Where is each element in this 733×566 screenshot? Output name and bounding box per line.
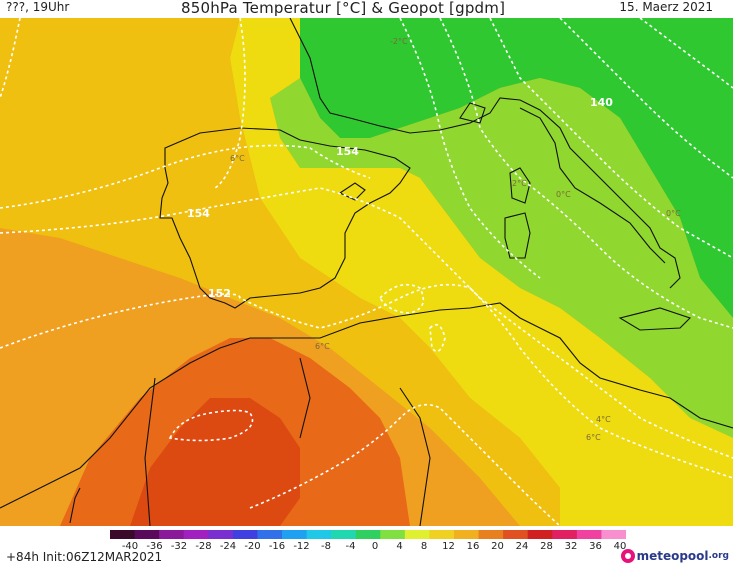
temp-label: 0°C	[556, 190, 571, 199]
init-time-label: +84h Init:06Z12MAR2021	[6, 550, 163, 564]
temp-field-hot	[130, 398, 300, 526]
colorbar-tick-label: -28	[195, 541, 212, 552]
colorbar-tick-label: -40	[121, 541, 139, 552]
colorbar-tick-label: 20	[491, 541, 504, 552]
temp-label: 4°C	[596, 415, 611, 424]
colorbar-tick-label: 28	[540, 541, 553, 552]
contour-label-152: 152	[208, 287, 231, 300]
colorbar-tick-label: 40	[613, 541, 627, 552]
colorbar-tick-label: -20	[244, 541, 261, 552]
colorbar-segment	[159, 530, 185, 539]
colorbar-tick-label: 4	[396, 541, 403, 552]
temp-field-green	[300, 18, 733, 318]
geopotential-contours	[0, 17, 733, 527]
colorbar-tick-label: 16	[466, 541, 480, 552]
colorbar-tick-label: -4	[345, 541, 356, 552]
logo-icon	[620, 549, 635, 563]
colorbar-segment	[355, 530, 381, 539]
colorbar-segment	[380, 530, 406, 539]
colorbar-segment	[183, 530, 209, 539]
temp-label: 0°C	[666, 209, 681, 218]
footer: -40 -36 -32 -28 -24 -20 -16 -12 -8 -4 0 4 8 12 16 20 24 2…	[0, 526, 733, 566]
colorbar-tick-label: -32	[170, 541, 188, 552]
colorbar-segment	[576, 530, 602, 539]
colorbar-tick-label: -24	[219, 541, 237, 552]
colorbar-tick-label: 8	[420, 541, 428, 552]
colorbar-tick-label: 24	[515, 541, 529, 552]
header-bar: ???, 19Uhr 850hPa Temperatur [°C] & Geop…	[0, 0, 733, 18]
contour-label-154-north: 154	[336, 145, 359, 158]
colorbar-segment	[429, 530, 455, 539]
contour-label-154-west: 154	[187, 207, 210, 220]
colorbar-segment	[110, 530, 136, 539]
temp-label: 6°C	[230, 154, 245, 163]
colorbar-segment	[552, 530, 578, 539]
coastlines	[0, 17, 733, 527]
colorbar-segment	[331, 530, 357, 539]
chart-title: 850hPa Temperatur [°C] & Geopot [gpdm]	[181, 0, 506, 17]
colorbar-segment	[257, 530, 283, 539]
colorbar-tick-label: 32	[564, 541, 578, 552]
meteopool-logo: meteopool .org	[620, 548, 729, 564]
temp-label: 6°C	[315, 342, 330, 351]
colorbar-segment	[478, 530, 504, 539]
temperature-map-svg: 154 154 152 140 -2°C 2°C 0°C 0°C 6°C 4°C…	[0, 17, 733, 527]
temp-label: 2°C	[512, 179, 527, 188]
colorbar-tick-label: 36	[589, 541, 602, 552]
date-label: 15. Maerz 2021	[619, 0, 713, 14]
colorbar-ticks: -40 -36 -32 -28 -24 -20 -16 -12 -8 -4 0 4 8 12 16 20 24 2…	[0, 541, 733, 553]
temp-field-gold	[0, 18, 560, 526]
colorbar-segment	[134, 530, 160, 539]
colorbar-segment	[232, 530, 258, 539]
temp-label: -2°C	[390, 37, 408, 46]
colorbar-segment	[404, 530, 430, 539]
logo-name: meteopool	[636, 549, 709, 563]
colorbar-segment	[454, 530, 480, 539]
colorbar-tick-label: -36	[146, 541, 163, 552]
colorbar-tick-label: 0	[371, 541, 379, 552]
temperature-colorbar	[110, 530, 626, 539]
colorbar-tick-label: -8	[321, 541, 331, 552]
colorbar-segment	[601, 530, 626, 539]
colorbar-tick-label: -12	[293, 541, 310, 552]
colorbar-tick-label: 12	[442, 541, 455, 552]
colorbar-tick-label: -16	[268, 541, 286, 552]
colorbar-segment	[282, 530, 308, 539]
colorbar-segment	[503, 530, 529, 539]
colorbar-segment	[208, 530, 234, 539]
temp-field-yellow	[230, 18, 733, 526]
colorbar-segment	[306, 530, 332, 539]
temp-label: 6°C	[586, 433, 601, 442]
weather-map: 154 154 152 140 -2°C 2°C 0°C 0°C 6°C 4°C…	[0, 17, 733, 527]
colorbar-segment	[527, 530, 553, 539]
logo-tld: .org	[708, 551, 729, 561]
contour-label-140: 140	[590, 96, 613, 109]
valid-time-label: ???, 19Uhr	[6, 0, 70, 14]
